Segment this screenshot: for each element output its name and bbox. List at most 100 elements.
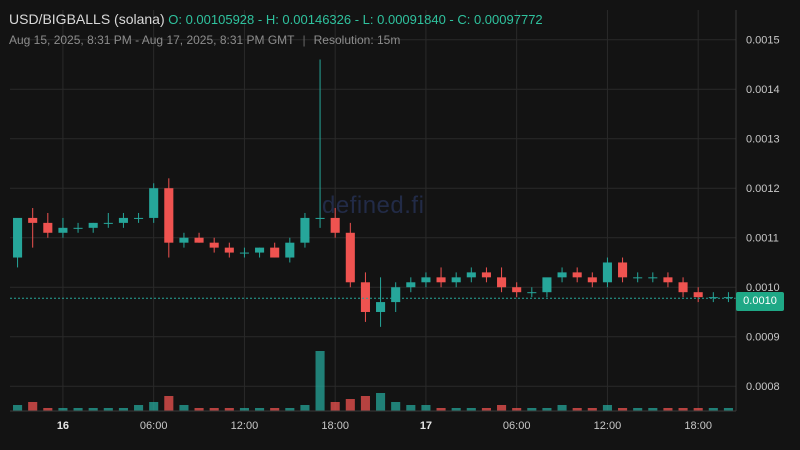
candle-body — [436, 277, 446, 283]
x-tick-label: 17 — [420, 420, 432, 432]
volume-bar — [134, 405, 144, 411]
y-tick-label: 0.0011 — [746, 233, 779, 245]
candle-body — [663, 277, 673, 283]
candle-body — [678, 282, 688, 293]
candle-body — [134, 217, 144, 219]
volume-bar — [239, 408, 249, 411]
current-price-badge: 0.0010 — [736, 292, 784, 311]
date-range: Aug 15, 2025, 8:31 PM - Aug 17, 2025, 8:… — [9, 33, 295, 47]
volume-bar — [436, 408, 446, 411]
candle-body — [73, 227, 83, 229]
y-tick-label: 0.0012 — [746, 183, 780, 195]
volume-bar — [13, 405, 23, 411]
volume-bar — [723, 408, 733, 411]
candle-body — [557, 272, 567, 278]
volume-bar — [572, 408, 582, 411]
candle-body — [103, 222, 113, 224]
volume-bar — [618, 408, 628, 411]
candle-body — [118, 217, 128, 223]
volume-bar — [451, 408, 461, 411]
volume-bar — [345, 399, 355, 411]
candle-body — [708, 297, 718, 299]
x-tick-label: 06:00 — [140, 420, 168, 432]
candle-body — [239, 252, 249, 254]
volume-bar — [376, 393, 386, 411]
x-tick-label: 12:00 — [231, 420, 259, 432]
candle-body — [587, 277, 597, 283]
candle-body — [542, 277, 552, 293]
candle-body — [315, 217, 325, 219]
chart-header: USD/BIGBALLS (solana) O: 0.00105928 - H:… — [9, 11, 543, 27]
volume-bar — [512, 408, 522, 411]
candle-body — [723, 297, 733, 299]
volume-bar — [633, 408, 643, 411]
volume-bar — [406, 405, 416, 411]
x-tick-label: 18:00 — [684, 420, 712, 432]
candle-body — [633, 277, 643, 279]
candle-body — [648, 277, 658, 279]
candle-body — [209, 242, 219, 248]
volume-bar — [224, 408, 234, 411]
volume-bar — [602, 405, 612, 411]
candle-body — [28, 217, 38, 223]
volume-bar — [255, 408, 265, 411]
y-tick-label: 0.0013 — [746, 134, 780, 146]
candle-body — [88, 222, 98, 228]
candle-body — [693, 292, 703, 298]
volume-bar — [663, 408, 673, 411]
volume-bar — [58, 408, 68, 411]
volume-bar — [421, 405, 431, 411]
time-axis: 16 06:00 12:00 18:00 17 06:00 12:00 18:00 — [57, 420, 712, 432]
candle-body — [164, 188, 174, 243]
x-tick-label: 06:00 — [503, 420, 531, 432]
volume-bar — [391, 402, 401, 411]
volume-bar — [557, 405, 567, 411]
volume-bar — [330, 402, 340, 411]
volume-bar — [678, 408, 688, 411]
volume-bar — [179, 405, 189, 411]
header-separator: | — [302, 33, 306, 47]
candle-body — [527, 292, 537, 294]
volume-bar — [300, 405, 310, 411]
candle-body — [481, 272, 491, 278]
volume-bar — [73, 408, 83, 411]
chart-grid — [10, 10, 736, 411]
volume-bar — [315, 351, 325, 411]
candle-body — [270, 247, 280, 258]
volume-bar — [149, 402, 159, 411]
volume-bar — [708, 408, 718, 411]
candle-body — [451, 277, 461, 283]
resolution-label: Resolution: 15m — [313, 33, 401, 47]
volume-bar — [466, 408, 476, 411]
volume-bar — [209, 408, 219, 411]
candle-body — [255, 247, 265, 253]
candle-body — [572, 272, 582, 278]
candle-body — [43, 222, 53, 233]
x-tick-label: 18:00 — [321, 420, 349, 432]
candle-body — [149, 188, 159, 218]
price-axis: 0.0008 0.0009 0.0010 0.0011 0.0012 0.0013 0.00… — [746, 35, 780, 394]
volume-bar — [285, 408, 295, 411]
candle-body — [330, 217, 340, 233]
candle-body — [618, 262, 628, 278]
candle-body — [345, 232, 355, 283]
candle-body — [466, 272, 476, 278]
candle-body — [421, 277, 431, 283]
volume-bar — [103, 408, 113, 411]
candle-body — [406, 282, 416, 288]
candle-body — [285, 242, 295, 258]
volume-bar — [587, 408, 597, 411]
volume-bar — [118, 408, 128, 411]
candle-body — [179, 237, 189, 243]
volume-bar — [497, 405, 507, 411]
candle-body — [391, 287, 401, 303]
volume-bar — [648, 408, 658, 411]
volume-bar — [164, 396, 174, 411]
candle-body — [224, 247, 234, 253]
candle-body — [512, 287, 522, 293]
candle-body — [360, 282, 370, 312]
y-tick-label: 0.0009 — [746, 332, 780, 344]
candle-body — [13, 217, 23, 258]
volume-bar — [693, 408, 703, 411]
